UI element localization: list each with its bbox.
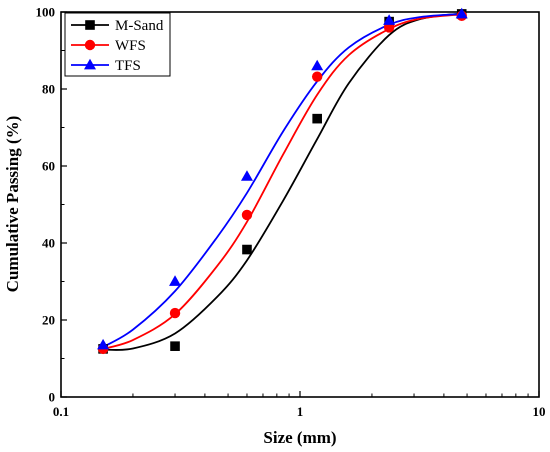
fit-curves [102,12,462,351]
y-tick-label: 60 [42,159,55,174]
wfs-point [241,209,253,221]
tfs-point [311,59,324,71]
tfs-legend-marker [84,58,96,70]
x-tick-label: 10 [533,404,546,419]
legend: M-Sand WFS TFS [64,12,171,77]
y-tick-label: 80 [42,82,55,97]
m-sand-point [242,244,252,255]
tfs-point [240,170,253,181]
wfs-fit-curve [102,13,462,350]
y-tick-label: 100 [36,5,56,20]
data-markers [97,7,468,355]
x-axis-title: Size (mm) [263,428,336,447]
wfs-point [169,307,181,319]
y-tick-label: 0 [49,390,56,405]
y-axis-title: Cumulative Passing (%) [3,116,22,293]
m-sand-legend-marker [85,20,95,30]
m-sand-fit-curve [103,12,462,351]
x-tick-label: 1 [297,404,304,419]
m-sand-point [312,113,322,124]
tfs-point [383,14,396,25]
tfs-point [455,7,468,19]
m-sand-point [170,341,180,351]
tfs-point [97,338,110,350]
x-tick-label: 0.1 [53,404,69,419]
tfs-fit-curve [102,13,462,348]
y-tick-label: 20 [42,313,55,328]
wfs-legend-label: WFS [115,38,146,54]
wfs-legend-marker [84,39,96,51]
y-tick-label: 40 [42,236,55,251]
wfs-point [311,71,323,82]
tfs-legend-label: TFS [115,58,141,74]
m-sand-legend-label: M-Sand [115,18,164,34]
tfs-point [169,275,182,286]
